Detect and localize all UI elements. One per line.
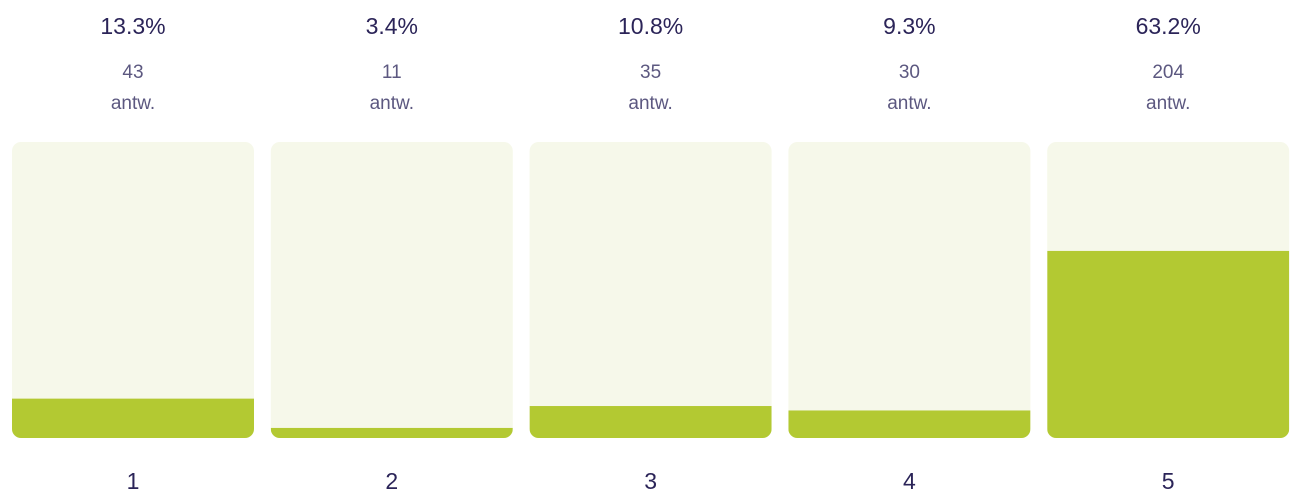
count-unit: antw.: [628, 93, 672, 114]
count-label: 30: [899, 62, 920, 83]
count-label: 204: [1152, 62, 1184, 83]
x-tick-label: 1: [127, 468, 140, 494]
count-unit: antw.: [370, 93, 414, 114]
count-label: 11: [382, 62, 402, 83]
value-label: 10.8%: [618, 13, 683, 39]
bar: [12, 398, 254, 438]
value-label: 3.4%: [366, 13, 418, 39]
x-tick-label: 5: [1162, 468, 1175, 494]
bar-track: [529, 142, 772, 438]
value-label: 13.3%: [100, 13, 165, 39]
value-label: 9.3%: [883, 13, 935, 39]
x-tick-label: 3: [644, 468, 657, 494]
bar-track: [12, 142, 254, 438]
bar: [1047, 250, 1290, 438]
x-tick-label: 2: [385, 468, 398, 494]
value-label: 63.2%: [1136, 13, 1201, 39]
x-tick-label: 4: [903, 468, 916, 494]
count-unit: antw.: [887, 93, 931, 114]
bar: [270, 427, 513, 438]
bar-track: [270, 142, 513, 438]
count-label: 43: [122, 62, 143, 83]
bar-track: [788, 142, 1031, 438]
bar: [788, 410, 1031, 438]
count-label: 35: [640, 62, 661, 83]
count-unit: antw.: [111, 93, 155, 114]
count-unit: antw.: [1146, 93, 1190, 114]
bar: [529, 406, 772, 438]
